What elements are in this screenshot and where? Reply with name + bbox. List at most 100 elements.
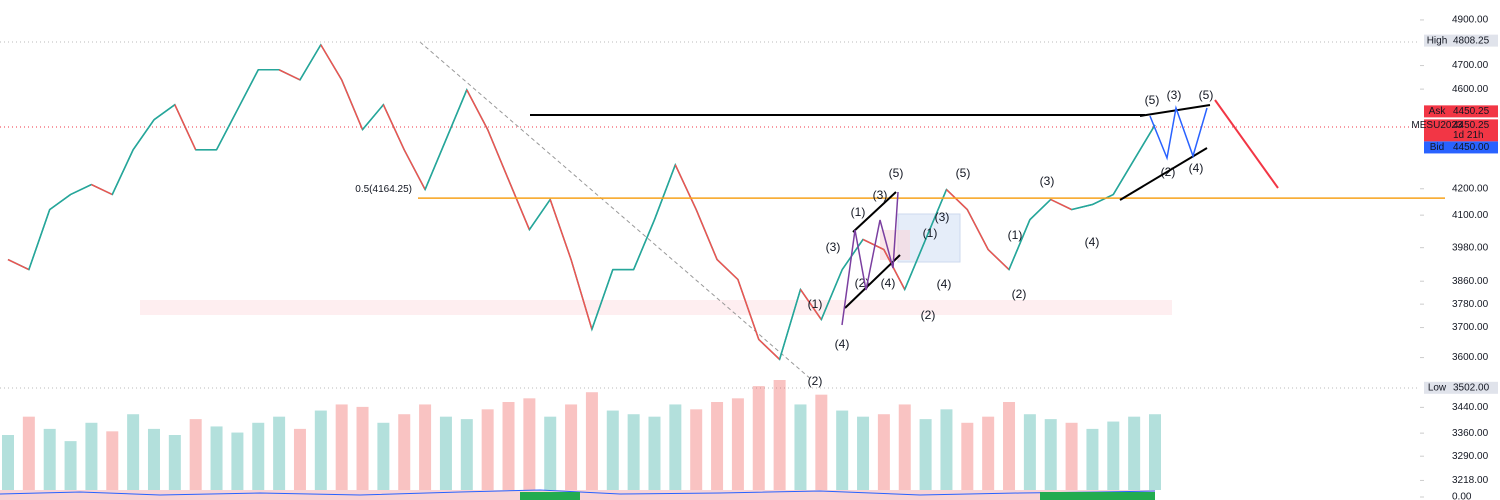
volume-bar xyxy=(898,404,911,490)
price-segment xyxy=(758,338,781,360)
wave-label: (1) xyxy=(923,226,938,240)
price-badge-label: 4808.25 xyxy=(1453,35,1490,46)
volume-bar xyxy=(919,419,932,490)
volume-bar xyxy=(377,422,390,490)
volume-bar xyxy=(356,406,369,490)
volume-bar xyxy=(210,426,223,490)
price-segment xyxy=(1008,219,1031,270)
volume-bar xyxy=(752,386,765,490)
price-badge-name: Bid xyxy=(1430,142,1444,153)
volume-bar xyxy=(252,422,265,490)
volume-bar xyxy=(127,414,140,490)
price-badge xyxy=(1424,34,1450,47)
price-badge-name: Ask xyxy=(1429,106,1447,117)
price-segment xyxy=(653,164,677,220)
y-tick-label: 4700.00 xyxy=(1452,60,1489,71)
price-badge-label: 4450.25 xyxy=(1453,106,1490,117)
volume-bar xyxy=(314,410,327,490)
price-segment xyxy=(820,269,843,320)
volume-bar xyxy=(2,435,14,490)
price-segment xyxy=(945,188,968,211)
channel-top xyxy=(852,191,897,233)
volume-bar xyxy=(43,428,56,490)
price-badge xyxy=(1424,105,1450,118)
volume-bar xyxy=(961,422,974,490)
wave-label: (4) xyxy=(881,276,896,290)
volume-bar xyxy=(335,404,348,490)
volume-bar xyxy=(1149,414,1161,490)
volume-bar xyxy=(794,404,807,490)
wave-label: (2) xyxy=(1012,287,1027,301)
volume-bar xyxy=(1065,422,1078,490)
volume-bar xyxy=(1044,419,1057,490)
volume-bar xyxy=(877,414,890,490)
price-segment xyxy=(132,119,155,151)
y-tick-label: 3860.00 xyxy=(1452,276,1489,287)
price-badge-value xyxy=(1450,381,1498,394)
price-segment xyxy=(695,209,718,260)
y-tick-label: 3440.00 xyxy=(1452,402,1489,413)
volume-bar xyxy=(1107,421,1120,490)
wave-label: (1) xyxy=(808,297,823,311)
price-badge-value xyxy=(1450,119,1498,142)
price-segment xyxy=(28,209,51,270)
price-segment xyxy=(632,219,656,270)
volume-bar xyxy=(731,398,744,490)
volume-bar xyxy=(1128,416,1141,490)
price-segment xyxy=(737,279,760,340)
volume-bar xyxy=(481,409,494,490)
price-badge-label: 4450.00 xyxy=(1453,142,1490,153)
volume-bar xyxy=(627,414,640,490)
wave-label: (2) xyxy=(921,308,936,322)
projection-down xyxy=(1214,99,1279,189)
volume-bar xyxy=(1003,402,1016,490)
price-segment xyxy=(1029,198,1052,221)
y-tick-label: 3360.00 xyxy=(1452,428,1489,439)
fib-label: 0.5(4164.25) xyxy=(355,184,412,195)
price-badge xyxy=(1424,381,1450,394)
y-tick-label: 4200.00 xyxy=(1452,183,1489,194)
y-tick-label: 3218.00 xyxy=(1452,475,1489,486)
price-segment xyxy=(1071,203,1093,211)
price-segment xyxy=(382,104,405,151)
volume-bar xyxy=(64,441,77,490)
price-segment xyxy=(987,249,1010,271)
price-segment xyxy=(403,149,426,190)
volume-bar xyxy=(22,416,35,490)
y-tick-label: 3780.00 xyxy=(1452,299,1489,310)
volume-bar xyxy=(940,409,953,490)
wave-label: (4) xyxy=(937,277,952,291)
wave-label: (2) xyxy=(808,374,823,388)
countdown: 1d 21h xyxy=(1453,130,1484,141)
volume-bar xyxy=(168,435,181,490)
volume-layer xyxy=(2,380,1161,490)
price-segment xyxy=(7,258,30,271)
wave-label: (4) xyxy=(835,337,850,351)
price-segment xyxy=(236,69,259,111)
support-zone xyxy=(140,300,1172,315)
y-tick-label: 4100.00 xyxy=(1452,210,1489,221)
volume-bar xyxy=(85,422,98,490)
wave-label: (5) xyxy=(1199,88,1214,102)
price-badge-value xyxy=(1450,105,1498,118)
y-tick-label: 3600.00 xyxy=(1452,352,1489,363)
y-tick-label: 4900.00 xyxy=(1452,15,1489,26)
indicator-bar xyxy=(520,492,580,500)
price-segment xyxy=(340,79,364,130)
price-badge-name: MESU2023 xyxy=(1411,120,1463,131)
price-segment xyxy=(111,149,134,195)
volume-bar xyxy=(585,392,598,490)
volume-bar xyxy=(544,416,557,490)
wave-path xyxy=(841,191,899,326)
volume-bar xyxy=(419,404,432,490)
wave-label: (3) xyxy=(826,240,841,254)
price-badge xyxy=(1424,119,1450,142)
y-tick-label: 3980.00 xyxy=(1452,242,1489,253)
wave-label: (5) xyxy=(889,166,904,180)
price-badge-label: 3502.00 xyxy=(1453,382,1490,393)
price-segment xyxy=(153,104,176,121)
price-segment xyxy=(320,44,343,81)
price-segment xyxy=(507,179,531,230)
y-tick-label: 4600.00 xyxy=(1452,84,1489,95)
